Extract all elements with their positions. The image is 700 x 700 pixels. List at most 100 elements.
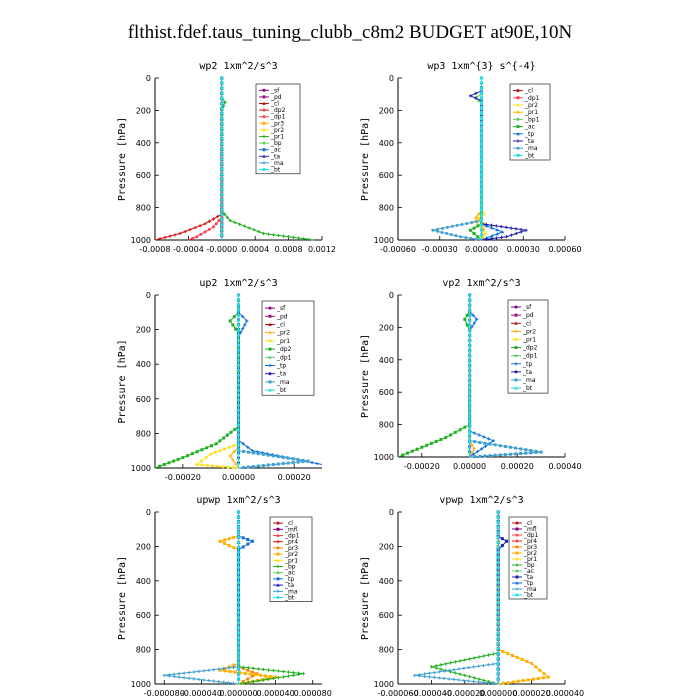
series-marker <box>505 539 509 543</box>
series-marker <box>465 323 469 327</box>
series-marker <box>176 457 180 461</box>
legend-marker <box>516 153 520 157</box>
series-marker <box>480 111 483 115</box>
legend-label: _pr3 <box>284 545 298 552</box>
series-marker <box>237 601 240 605</box>
series-marker <box>237 636 240 640</box>
series-marker <box>302 237 306 241</box>
series-marker <box>458 428 462 432</box>
legend-label: _ac <box>523 568 534 575</box>
series-marker <box>274 675 278 679</box>
series-marker <box>236 372 241 376</box>
legend-label: _pr4 <box>284 539 298 546</box>
y-tick-label: 0 <box>389 508 394 517</box>
series-marker <box>220 187 224 191</box>
series-marker <box>217 219 221 223</box>
series-marker <box>229 430 233 434</box>
y-tick-label: 1000 <box>374 236 394 245</box>
series-marker <box>200 463 204 467</box>
series-marker <box>481 680 486 685</box>
series-marker <box>496 540 500 544</box>
series-marker <box>177 675 181 679</box>
series-marker <box>496 667 500 671</box>
series-marker <box>425 443 429 447</box>
series-marker <box>480 172 483 176</box>
series-marker <box>256 667 261 671</box>
legend-marker <box>262 121 266 125</box>
series-marker <box>237 556 240 560</box>
series-marker <box>241 466 245 470</box>
series-marker <box>480 142 483 146</box>
y-tick-label: 200 <box>136 326 151 335</box>
series-marker <box>514 231 518 236</box>
series-marker <box>220 101 224 105</box>
series-marker <box>198 224 202 228</box>
series-marker <box>237 672 240 676</box>
series-marker <box>236 303 241 307</box>
series-marker <box>292 235 296 240</box>
series-marker <box>231 458 235 462</box>
series-marker <box>218 449 222 453</box>
series-marker <box>514 446 518 450</box>
x-tick-label: 0.000000 <box>479 689 517 698</box>
series-marker <box>232 663 236 667</box>
series-marker <box>192 677 196 681</box>
series-marker <box>453 671 457 675</box>
y-tick-label: 400 <box>136 577 151 586</box>
series-marker <box>470 443 474 447</box>
series-marker <box>253 673 257 677</box>
series-marker <box>496 545 500 549</box>
legend-marker <box>262 141 266 145</box>
series-marker <box>220 137 224 141</box>
series-marker <box>465 313 469 317</box>
series-marker <box>442 669 446 673</box>
series-marker <box>467 394 472 398</box>
series-marker <box>529 451 533 455</box>
legend-marker <box>262 148 266 152</box>
series-marker <box>462 678 466 683</box>
series-marker <box>496 510 500 514</box>
series-marker <box>214 222 218 226</box>
y-tick-label: 800 <box>379 646 394 655</box>
series-marker <box>480 127 483 131</box>
series-marker <box>467 359 472 363</box>
series-marker <box>199 459 203 463</box>
series-marker <box>234 327 238 331</box>
series-marker <box>182 676 186 680</box>
legend-marker <box>514 321 518 325</box>
series-marker <box>490 234 494 238</box>
legend-marker <box>516 96 520 100</box>
series-marker <box>251 465 255 469</box>
y-tick-label: 1000 <box>131 680 151 689</box>
series-marker <box>233 427 237 431</box>
legend-marker <box>515 539 519 543</box>
legend-label: _bp <box>284 564 296 571</box>
series-marker <box>520 657 524 661</box>
series-marker <box>236 332 241 336</box>
series-marker <box>435 229 439 233</box>
series-marker <box>458 672 462 676</box>
legend-marker <box>268 331 272 335</box>
legend-marker <box>514 313 518 317</box>
series-marker <box>471 313 475 317</box>
series-marker <box>158 237 162 241</box>
series-line <box>188 78 223 241</box>
series-marker <box>467 298 472 302</box>
series-group <box>398 293 543 459</box>
chart-title: wp3 1xm^{3} s^{-4} <box>427 61 535 72</box>
x-tick-label: -0.000020 <box>444 689 485 698</box>
series-marker <box>237 616 240 620</box>
series-marker <box>178 231 182 236</box>
series-marker <box>236 382 241 386</box>
chart-panel: vp2 1xm^2/s^3 0 200 400 600 800 1000 -0.00020 0.… <box>360 278 582 471</box>
legend-marker <box>268 306 272 310</box>
series-line <box>432 78 482 241</box>
series-marker <box>444 436 448 440</box>
y-axis-label: Pressure [hPa] <box>117 117 128 201</box>
y-tick-label: 800 <box>379 421 394 430</box>
series-marker <box>501 681 505 685</box>
series-line <box>164 512 239 685</box>
x-tick-label: 0.00000 <box>465 245 498 254</box>
series-marker <box>220 147 224 151</box>
series-marker <box>434 439 438 443</box>
